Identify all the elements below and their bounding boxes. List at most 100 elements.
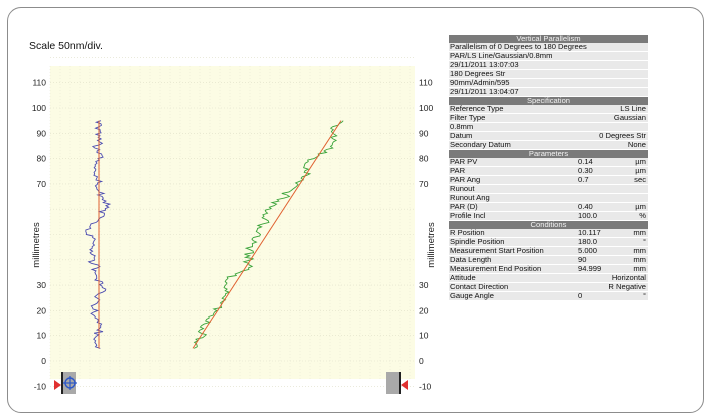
row-value: 0.30 — [578, 167, 593, 175]
section-header: Vertical Parallelism — [449, 35, 648, 43]
panel-row: 90mm/Admin/595 — [449, 79, 648, 88]
row-unit: Gaussian — [613, 114, 646, 122]
row-label: PAR PV — [450, 158, 478, 166]
row-label: Runout Ang — [450, 194, 490, 202]
y-tick-label: 70 — [37, 179, 47, 189]
left-arrow-icon[interactable] — [54, 380, 61, 390]
row-unit: µm — [635, 158, 646, 166]
panel-row: 29/11/2011 13:07:03 — [449, 61, 648, 70]
y-axis-label-right: millimetres — [426, 222, 437, 268]
row-value: 0.14 — [578, 158, 593, 166]
panel-row: 180 Degrees Str — [449, 70, 648, 79]
profile-180-degrees — [193, 120, 344, 349]
row-label: Data Length — [450, 256, 492, 264]
plot-area — [50, 66, 415, 379]
panel-row: Measurement Start Position 5.000 mm — [449, 247, 648, 256]
row-unit: % — [639, 212, 646, 220]
row-label: 0.8mm — [450, 123, 474, 131]
panel-row: 29/11/2011 13:04:07 — [449, 88, 648, 97]
y-tick-label: 100 — [32, 103, 46, 113]
panel-row: Datum 0 Degrees Str — [449, 132, 648, 141]
row-label: 29/11/2011 13:07:03 — [450, 61, 519, 69]
row-value: 5.000 — [578, 247, 598, 255]
y-tick-label: 0 — [41, 356, 46, 366]
y-tick-label: 30 — [37, 280, 47, 290]
row-value: 100.0 — [578, 212, 598, 220]
row-unit: ° — [642, 238, 646, 246]
y-tick-label: 110 — [32, 78, 46, 88]
y-tick-label: 80 — [419, 154, 429, 164]
row-value: 94.999 — [578, 265, 602, 273]
panel-row: PAR 0.30 µm — [449, 167, 648, 176]
row-label: Spindle Position — [450, 238, 505, 246]
panel-row: Runout — [449, 185, 648, 194]
row-value: 180.0 — [578, 238, 598, 246]
right-marker-line — [399, 372, 401, 394]
row-value: 0.40 — [578, 203, 593, 211]
row-unit: 0 Degrees Str — [599, 132, 646, 140]
panel-row: Parallelism of 0 Degrees to 180 Degrees — [449, 43, 648, 52]
y-tick-label: 10 — [37, 331, 47, 341]
row-unit: sec — [634, 176, 646, 184]
y-tick-label: 10 — [419, 331, 429, 341]
row-label: Gauge Angle — [450, 292, 494, 300]
row-unit: mm — [633, 265, 646, 273]
panel-row: Filter Type Gaussian — [449, 114, 648, 123]
profile-series — [85, 120, 344, 349]
row-unit: mm — [633, 247, 646, 255]
row-label: Reference Type — [450, 105, 504, 113]
section-header: Parameters — [449, 150, 648, 158]
row-unit: µm — [635, 203, 646, 211]
fit-line-180-degrees — [192, 120, 342, 349]
y-axis-label-left: millimetres — [31, 222, 42, 268]
row-label: Secondary Datum — [450, 141, 511, 149]
row-value: 90 — [578, 256, 587, 264]
crosshair-icon[interactable] — [63, 376, 77, 390]
y-tick-label: -10 — [419, 381, 432, 391]
row-value: 0 — [578, 292, 583, 300]
y-tick-label: -10 — [34, 381, 47, 391]
row-label: PAR (D) — [450, 203, 478, 211]
section-header: Specification — [449, 97, 648, 105]
row-value: 0.7 — [578, 176, 589, 184]
row-unit: mm — [633, 229, 646, 237]
row-label: Filter Type — [450, 114, 486, 122]
row-label: 180 Degrees Str — [450, 70, 506, 78]
y-tick-label: 20 — [37, 305, 47, 315]
row-label: Parallelism of 0 Degrees to 180 Degrees — [450, 43, 587, 51]
panel-row: PAR PV 0.14 µm — [449, 158, 648, 167]
y-tick-label: 100 — [419, 103, 433, 113]
y-tick-label: 30 — [419, 280, 429, 290]
panel-row: Measurement End Position 94.999 mm — [449, 265, 648, 274]
y-tick-label: 20 — [419, 305, 429, 315]
y-tick-label: 110 — [419, 78, 433, 88]
y-tick-label: 70 — [419, 179, 429, 189]
panel-row: PAR Ang 0.7 sec — [449, 176, 648, 185]
right-slider-handle[interactable] — [386, 372, 399, 394]
panel-row: Secondary Datum None — [449, 141, 648, 150]
row-unit: Horizontal — [611, 274, 646, 282]
panel-row: Gauge Angle 0 ° — [449, 292, 648, 301]
row-unit: R Negative — [608, 283, 646, 291]
section-header: Conditions — [449, 221, 648, 229]
row-value: 10.117 — [578, 229, 601, 237]
row-label: PAR/LS Line/Gaussian/0.8mm — [450, 52, 553, 60]
y-tick-label: 90 — [37, 128, 47, 138]
row-label: 29/11/2011 13:04:07 — [450, 88, 519, 96]
y-tick-label: 90 — [419, 128, 429, 138]
panel-row: PAR (D) 0.40 µm — [449, 203, 648, 212]
y-tick-label: 0 — [419, 356, 424, 366]
scale-label: Scale 50nm/div. — [29, 40, 103, 52]
plot-grid — [49, 57, 415, 387]
panel-row: Attitude Horizontal — [449, 274, 648, 283]
profile-0-degrees — [85, 120, 112, 349]
panel-row: PAR/LS Line/Gaussian/0.8mm — [449, 52, 648, 61]
left-marker-line — [61, 372, 63, 394]
row-unit: mm — [633, 256, 646, 264]
panel-row: Profile Incl 100.0% — [449, 212, 648, 221]
panel-row: R Position 10.117 mm — [449, 229, 648, 238]
right-arrow-icon[interactable] — [401, 380, 408, 390]
